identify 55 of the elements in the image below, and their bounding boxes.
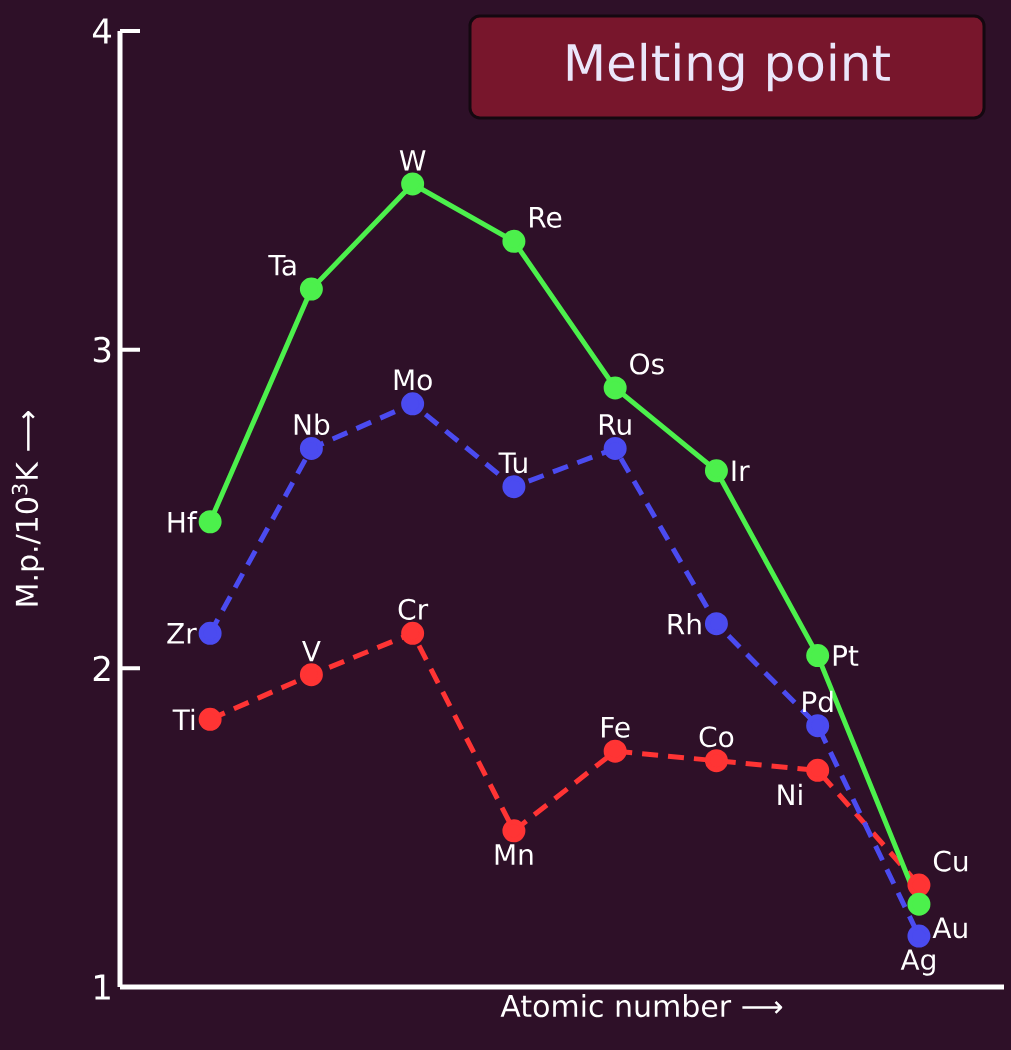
point [806,644,830,668]
data-label: Pd [803,690,833,713]
point [704,459,728,483]
point [907,873,931,897]
point [299,663,323,687]
data-label: Tu [498,452,527,474]
data-label: Cr [398,598,429,620]
data-label: Ti [172,708,195,730]
point [603,739,627,763]
data-label: Hf [168,511,198,533]
data-label: Mo [394,369,432,391]
data-label: Os [630,353,664,375]
data-label: Fe [602,716,630,738]
y-tick-label: 1 [95,974,110,1000]
point [704,749,728,773]
point [299,436,323,460]
y-tick-label: 4 [92,18,112,44]
point [401,621,425,645]
data-label: Cu [933,850,968,872]
point [502,229,526,253]
data-label: W [399,150,426,171]
point [603,436,627,460]
data-label: Ni [778,783,802,805]
point [401,392,425,416]
data-label: Ir [732,460,750,481]
data-label: V [302,640,321,662]
y-tick-label: 2 [93,655,110,681]
point [502,819,526,843]
data-label: Re [530,207,562,228]
point [907,892,931,916]
data-label: Rh [668,613,701,635]
point [198,707,222,731]
point [704,612,728,636]
x-axis-title: Atomic number ⟶ [500,994,783,1018]
chart-title: Melting point [567,42,890,92]
data-label: Co [699,726,734,748]
point [401,172,425,196]
point [806,714,830,738]
point [907,924,931,948]
y-axis-title: M.p./10$^{3}$K ⟶ [11,411,44,606]
data-label: Ta [268,254,296,276]
point [198,621,222,645]
data-label: Mn [495,844,533,865]
point [502,475,526,499]
data-label: Ag [900,949,935,976]
point [198,510,222,534]
data-label: Nb [294,413,330,436]
point [806,758,830,782]
data-label: Pt [833,645,859,666]
y-tick-label: 3 [93,336,111,363]
data-label: Ru [599,414,631,436]
point [299,277,323,301]
point [603,376,627,400]
data-label: Zr [167,623,197,644]
data-label: Au [932,917,967,939]
